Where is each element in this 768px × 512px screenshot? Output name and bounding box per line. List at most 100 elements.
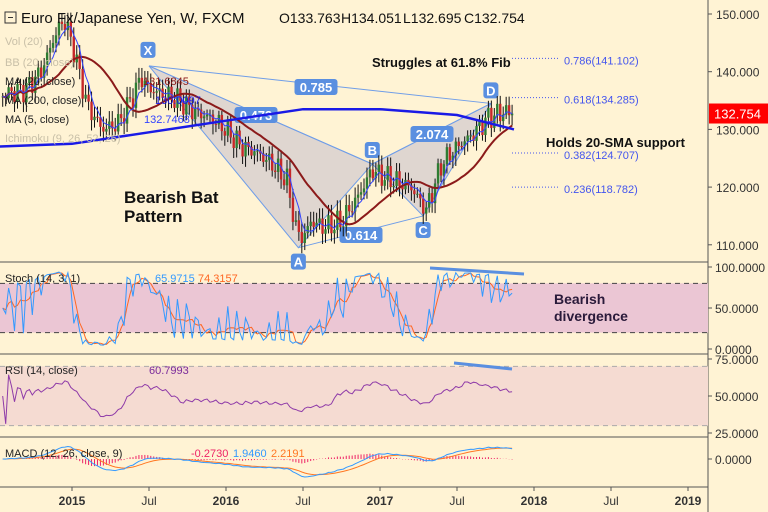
macd-line-value: 1.9460: [233, 448, 267, 460]
candle-body: [377, 164, 381, 173]
candle-body: [253, 151, 256, 156]
macd-hist-value: -0.2730: [191, 448, 228, 460]
ratio-bd-label-bg: [410, 126, 454, 142]
rsi-legend[interactable]: RSI (14, close): [5, 365, 78, 377]
macd-line: [2, 445, 513, 478]
price-tick-label: 150.000: [716, 8, 760, 22]
candle-body: [285, 168, 289, 186]
candle-body: [294, 220, 298, 222]
rsi-tick-label: 75.0000: [715, 353, 759, 367]
candle-body: [63, 23, 67, 31]
candle-body: [318, 218, 321, 223]
stoch-d-value: 74.3157: [198, 273, 238, 285]
candle-body: [303, 233, 306, 243]
candle-body: [13, 91, 16, 102]
candle-body: [496, 103, 499, 116]
stoch-legend[interactable]: Stoch (14, 3, 1): [5, 273, 80, 285]
candle-body: [345, 205, 348, 227]
candle-body: [330, 215, 333, 234]
candle-body: [380, 164, 383, 186]
rsi-tick-label: 25.0000: [715, 427, 759, 441]
candle-body: [422, 198, 425, 214]
candle-body: [475, 126, 478, 141]
ohlc-high: H134.051: [341, 10, 402, 26]
candle-body: [143, 80, 147, 88]
candle-body: [238, 130, 241, 145]
candle-body: [410, 185, 413, 191]
candle-body: [60, 21, 64, 24]
candle-body: [359, 192, 363, 195]
ma200-legend[interactable]: MA (200, close): [5, 95, 81, 107]
candle-body: [137, 77, 141, 83]
candle-body: [202, 116, 206, 119]
candle-body: [466, 135, 469, 142]
candle-body: [493, 115, 496, 128]
candle-body: [442, 164, 446, 176]
ichimoku-legend[interactable]: Ichimoku (9, 26, 52, 26): [5, 133, 121, 145]
point-b-label: B: [368, 143, 377, 158]
candle-body: [19, 83, 22, 85]
stoch-tick-label: 100.0000: [715, 261, 765, 275]
candle-body: [90, 101, 93, 121]
vol-legend[interactable]: Vol (20): [5, 36, 43, 48]
candle-body: [226, 119, 229, 136]
ohlc-low: L132.695: [403, 10, 462, 26]
ma20-legend[interactable]: MA (20, close): [5, 76, 75, 88]
fib-levels: 0.786(141.102) 0.618(134.285) 0.382(124.70…: [512, 55, 639, 196]
candle-body: [502, 114, 505, 122]
candle-body: [69, 21, 73, 37]
ma5-legend[interactable]: MA (5, close): [5, 114, 69, 126]
price-tick-label: 120.000: [716, 181, 760, 195]
macd-signal-line: [2, 447, 513, 476]
candle-body: [191, 104, 194, 120]
time-tick-label: 2018: [521, 494, 548, 508]
candle-body: [300, 231, 304, 243]
candle-body: [306, 226, 309, 234]
candle-body: [149, 83, 152, 93]
symbol-title[interactable]: Euro Fx/Japanese Yen, W, FXCM: [21, 10, 244, 27]
last-price-badge: [709, 103, 768, 124]
candle-body: [401, 186, 404, 190]
candle-body: [478, 121, 481, 127]
candle-body: [457, 141, 460, 147]
ratio-ac-label-bg: [339, 227, 383, 243]
time-tick-label: Jul: [141, 494, 156, 508]
divergence-note-2: divergence: [554, 308, 628, 324]
candle-body: [194, 107, 197, 120]
candle-body: [448, 147, 452, 161]
ratio-xd-label-bg: [294, 79, 338, 95]
candle-body: [72, 36, 75, 63]
macd-legend[interactable]: MACD (12, 26, close, 9): [5, 448, 122, 460]
candle-body: [161, 88, 164, 98]
candle-body: [223, 131, 227, 136]
ratio-bd-label: 2.074: [416, 127, 449, 142]
candle-body: [268, 153, 271, 161]
candle-body: [504, 105, 508, 115]
bb-legend[interactable]: BB (20, close): [5, 57, 74, 69]
holds-note: Holds 20-SMA support: [546, 135, 686, 150]
point-a-label: A: [294, 255, 304, 270]
candle-body: [436, 163, 440, 184]
rsi-value: 60.7993: [149, 365, 189, 377]
collapse-icon[interactable]: [4, 11, 17, 24]
candle-body: [7, 87, 10, 99]
panel-frames: [0, 0, 709, 512]
candle-body: [241, 144, 244, 157]
candle-body: [265, 160, 268, 162]
candle-body: [353, 197, 357, 212]
candle-body: [81, 68, 84, 99]
price-tick-label: 130.000: [716, 123, 760, 137]
candle-body: [439, 163, 443, 176]
fib-label: 0.382(124.707): [564, 150, 639, 162]
candle-body: [173, 100, 176, 108]
point-a-label-bg: [290, 253, 306, 270]
candle-body: [368, 169, 372, 178]
stoch-band: [0, 282, 708, 427]
candle-body: [10, 87, 13, 92]
candle-body: [176, 88, 179, 108]
candle-body: [430, 193, 434, 204]
rsi-band-fill: [0, 366, 708, 426]
fib-label: 0.786(141.102): [564, 55, 639, 67]
candle-body: [40, 67, 43, 78]
